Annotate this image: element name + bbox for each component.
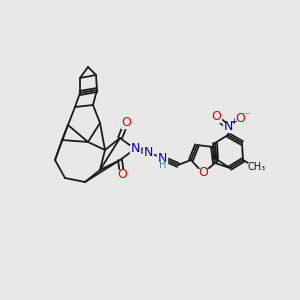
Bar	[248, 163, 266, 172]
Text: +: +	[231, 118, 237, 127]
Text: O: O	[211, 110, 221, 124]
Bar	[143, 148, 153, 157]
Bar	[211, 112, 221, 122]
Text: CH₃: CH₃	[248, 162, 266, 172]
Bar	[235, 113, 249, 122]
Bar	[198, 169, 208, 178]
Text: N: N	[130, 142, 140, 155]
Text: N: N	[223, 121, 233, 134]
Bar	[157, 154, 167, 163]
Text: N: N	[143, 146, 153, 158]
Text: ⁻: ⁻	[244, 111, 250, 121]
Text: N: N	[157, 152, 167, 164]
Text: O: O	[117, 167, 127, 181]
Text: O: O	[235, 112, 245, 124]
Text: O: O	[198, 167, 208, 179]
Bar	[130, 145, 140, 154]
Text: O: O	[121, 116, 131, 130]
Bar	[223, 122, 233, 131]
Bar	[117, 169, 127, 178]
Bar	[121, 118, 131, 127]
Text: H: H	[159, 160, 167, 170]
